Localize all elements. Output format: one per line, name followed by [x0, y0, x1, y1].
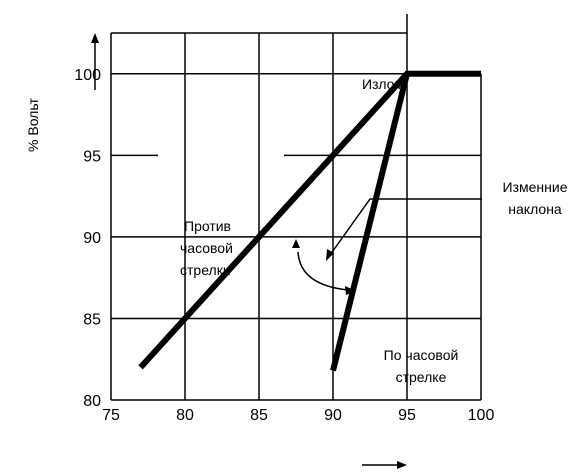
- series-line-2: [330, 73, 410, 372]
- x-tick-label-80: 80: [176, 407, 194, 424]
- slope-change-label-2: наклона: [508, 201, 562, 217]
- x-tick-label-95: 95: [398, 407, 416, 424]
- y-tick-label-85: 85: [83, 311, 101, 328]
- clockwise-label-1: По часовой: [384, 347, 459, 363]
- arc-start-arrowhead: [292, 239, 300, 248]
- x-tick-label-85: 85: [250, 407, 268, 424]
- counterclockwise-label-3: стрелки: [180, 262, 231, 278]
- clockwise-label-2: стрелке: [396, 369, 447, 385]
- y-tick-label-95: 95: [83, 148, 101, 165]
- x-tick-label-75: 75: [102, 407, 120, 424]
- y-tick-label-100: 100: [74, 67, 101, 84]
- y-tick-label-80: 80: [83, 393, 101, 410]
- y-tick-label-90: 90: [83, 230, 101, 247]
- slope-leader-arrowhead: [326, 249, 334, 261]
- y-axis-label: % Вольт: [25, 97, 41, 152]
- chart-series: [138, 70, 482, 372]
- counterclockwise-label-1: Против: [184, 218, 231, 234]
- annotation-arrows: [297, 198, 482, 291]
- axis-arrows: [94, 42, 398, 466]
- axis-up-arrowhead: [91, 33, 99, 43]
- arrow-heads: [91, 33, 407, 469]
- axis-right-arrowhead: [397, 461, 407, 469]
- slope-change-label-1: Изменние: [503, 179, 568, 195]
- arc-arrowhead: [345, 286, 356, 295]
- rotation-arc-arrow: [297, 251, 349, 291]
- knee-label: Излом: [362, 76, 404, 92]
- slope-change-leader: [329, 198, 482, 256]
- x-tick-label-100: 100: [468, 407, 495, 424]
- x-tick-label-90: 90: [324, 407, 342, 424]
- counterclockwise-label-2: часовой: [180, 240, 233, 256]
